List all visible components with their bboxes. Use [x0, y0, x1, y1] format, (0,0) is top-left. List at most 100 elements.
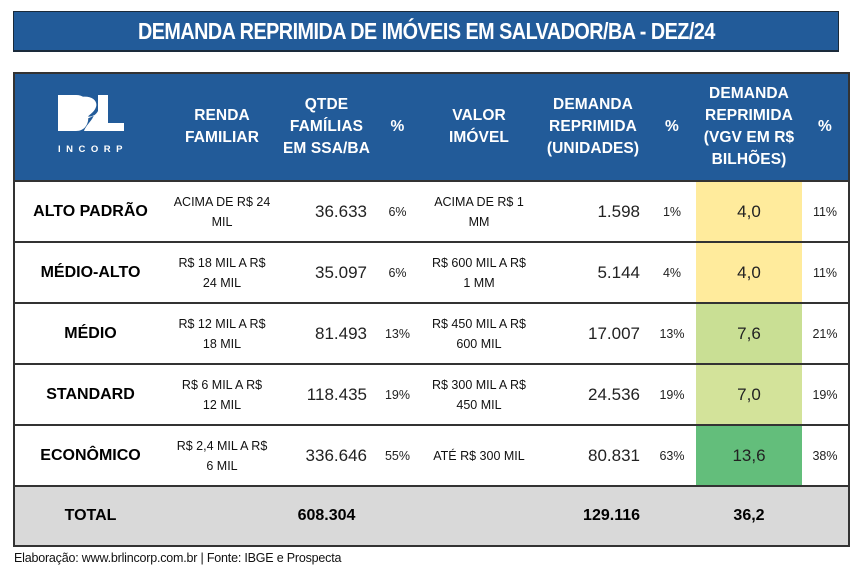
header-pct-familias: % — [390, 118, 405, 135]
familias-count: 81.493 — [315, 323, 367, 343]
header-line: BILHÕES) — [711, 151, 787, 168]
total-unidades: 129.116 — [583, 507, 640, 524]
valor-range: R$ 300 MIL A R$ 450 MIL — [420, 364, 538, 425]
familias-pct: 19% — [384, 387, 411, 402]
header-line: DEMANDA — [553, 96, 633, 113]
vgv-pct: 11% — [812, 204, 838, 219]
renda-range: R$ 12 MIL A R$ 18 MIL — [166, 303, 278, 364]
familias-count: 336.646 — [305, 445, 367, 465]
vgv-value: 7,6 — [696, 303, 802, 364]
familias-pct: 55% — [384, 448, 411, 463]
vgv-value: 13,6 — [696, 425, 802, 486]
segment-label: MÉDIO — [64, 324, 117, 342]
unidades-pct: 13% — [659, 326, 685, 341]
renda-range-line: R$ 12 MIL A R$ — [178, 316, 266, 331]
unidades-count: 17.007 — [588, 323, 640, 343]
valor-range: R$ 450 MIL A R$ 600 MIL — [420, 303, 538, 364]
table-row: ECONÔMICO R$ 2,4 MIL A R$ 6 MIL 336.646 55% A… — [14, 425, 849, 486]
vgv-pct: 11% — [812, 265, 838, 280]
valor-range: R$ 600 MIL A R$ 1 MM — [420, 242, 538, 303]
valor-range-line: 600 MIL — [456, 336, 502, 351]
renda-range-line: R$ 6 MIL A R$ — [181, 377, 263, 392]
unidades-pct: 4% — [662, 265, 682, 280]
brl-incorp-logo: INCORP — [15, 93, 166, 161]
valor-range-line: ATÉ R$ 300 MIL — [433, 448, 525, 463]
page-title-text: DEMANDA REPRIMIDA DE IMÓVEIS EM SALVADOR… — [137, 17, 715, 44]
header-demanda-vgv: DEMANDA REPRIMIDA (VGV EM R$ BILHÕES) — [696, 73, 802, 181]
familias-pct: 13% — [384, 326, 411, 341]
valor-range-line: R$ 300 MIL A R$ — [431, 377, 527, 392]
renda-range-line: MIL — [211, 214, 233, 229]
familias-count: 118.435 — [306, 384, 367, 404]
renda-range: ACIMA DE R$ 24 MIL — [166, 181, 278, 242]
total-empty — [802, 486, 849, 546]
header-valor-imovel: VALOR IMÓVEL — [420, 73, 538, 181]
header-renda-familiar: RENDA FAMILIAR — [166, 73, 278, 181]
table-header-row: INCORP RENDA FAMILIAR QTDE FAMÍLIAS EM S… — [14, 73, 849, 181]
vgv-pct: 21% — [812, 326, 838, 341]
segment-label: ALTO PADRÃO — [33, 202, 148, 220]
valor-range-line: R$ 450 MIL A R$ — [431, 316, 527, 331]
table-row: MÉDIO R$ 12 MIL A R$ 18 MIL 81.493 13% R$ 450… — [14, 303, 849, 364]
header-line: REPRIMIDA — [705, 107, 793, 124]
valor-range-line: 1 MM — [463, 275, 495, 290]
valor-range-line: R$ 600 MIL A R$ — [431, 255, 527, 270]
logo-text: INCORP — [58, 144, 128, 155]
source-footer: Elaboração: www.brlincorp.com.br | Fonte… — [14, 551, 342, 565]
segment-label: ECONÔMICO — [40, 446, 141, 464]
unidades-count: 80.831 — [588, 445, 640, 465]
renda-range: R$ 6 MIL A R$ 12 MIL — [166, 364, 278, 425]
vgv-value: 4,0 — [696, 242, 802, 303]
vgv-value: 4,0 — [696, 181, 802, 242]
renda-range-line: 18 MIL — [202, 336, 242, 351]
familias-pct: 6% — [388, 265, 407, 280]
unidades-count: 1.598 — [597, 201, 640, 221]
renda-range-line: ACIMA DE R$ 24 — [173, 194, 271, 209]
renda-range-line: R$ 2,4 MIL A R$ — [176, 438, 268, 453]
total-empty — [648, 486, 696, 546]
page-title: DEMANDA REPRIMIDA DE IMÓVEIS EM SALVADOR… — [13, 11, 839, 52]
total-empty — [375, 486, 420, 546]
unidades-pct: 19% — [659, 387, 685, 402]
valor-range-line: ACIMA DE R$ 1 — [434, 194, 524, 209]
familias-count: 36.633 — [315, 201, 367, 221]
demand-table: INCORP RENDA FAMILIAR QTDE FAMÍLIAS EM S… — [13, 72, 850, 547]
header-line: IMÓVEL — [448, 129, 510, 146]
header-line: VALOR — [452, 107, 506, 124]
header-line: RENDA — [194, 107, 250, 124]
renda-range-line: 6 MIL — [206, 458, 238, 473]
total-vgv: 36,2 — [733, 507, 765, 524]
header-line: (VGV EM R$ — [703, 129, 795, 146]
vgv-pct: 19% — [812, 387, 838, 402]
logo-cell: INCORP — [14, 73, 166, 181]
familias-count: 35.097 — [315, 262, 367, 282]
vgv-value: 7,0 — [696, 364, 802, 425]
vgv-pct: 38% — [812, 448, 838, 463]
header-qtde-familias: QTDE FAMÍLIAS EM SSA/BA — [278, 73, 375, 181]
table-row: ALTO PADRÃO ACIMA DE R$ 24 MIL 36.633 6% ACIM… — [14, 181, 849, 242]
renda-range-line: 24 MIL — [202, 275, 242, 290]
header-line: FAMILIAR — [185, 129, 259, 146]
header-line: REPRIMIDA — [549, 118, 637, 135]
total-empty — [166, 486, 278, 546]
valor-range: ACIMA DE R$ 1 MM — [420, 181, 538, 242]
header-pct-vgv: % — [818, 118, 832, 135]
total-label: TOTAL — [64, 507, 117, 524]
valor-range-line: MM — [468, 214, 490, 229]
unidades-count: 24.536 — [588, 384, 640, 404]
renda-range: R$ 2,4 MIL A R$ 6 MIL — [166, 425, 278, 486]
total-row: TOTAL 608.304 129.116 36,2 — [14, 486, 849, 546]
unidades-pct: 63% — [659, 448, 685, 463]
total-empty — [420, 486, 538, 546]
header-pct-unidades: % — [665, 118, 679, 135]
header-line: EM SSA/BA — [282, 140, 371, 157]
total-familias: 608.304 — [297, 507, 356, 524]
header-demanda-unidades: DEMANDA REPRIMIDA (UNIDADES) — [538, 73, 648, 181]
valor-range: ATÉ R$ 300 MIL — [420, 425, 538, 486]
renda-range: R$ 18 MIL A R$ 24 MIL — [166, 242, 278, 303]
header-line: DEMANDA — [709, 85, 789, 102]
header-line: FAMÍLIAS — [289, 118, 364, 135]
unidades-pct: 1% — [662, 204, 682, 219]
segment-label: MÉDIO-ALTO — [40, 263, 141, 281]
table-row: MÉDIO-ALTO R$ 18 MIL A R$ 24 MIL 35.097 6% R$… — [14, 242, 849, 303]
